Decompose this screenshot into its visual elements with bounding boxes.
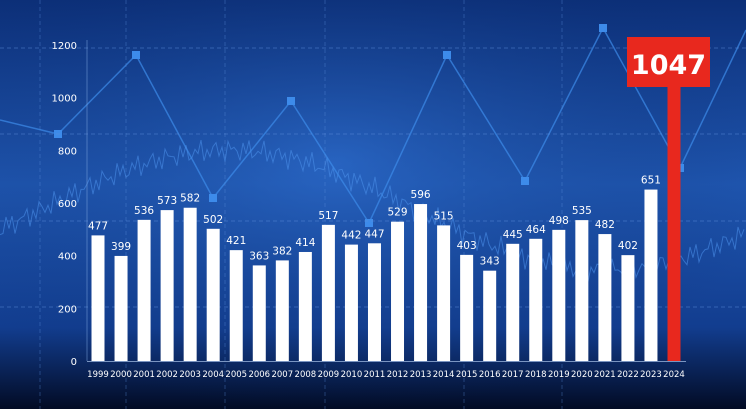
bar-value-label: 535 [572, 205, 592, 217]
bar [275, 260, 289, 361]
bar [160, 210, 174, 361]
bar-value-label: 399 [111, 241, 131, 253]
bar [414, 204, 428, 361]
bar-value-label: 582 [180, 193, 200, 205]
bar [437, 225, 451, 361]
bar [114, 255, 128, 361]
x-tick-label: 2002 [156, 370, 178, 380]
y-tick-label: 1200 [52, 41, 77, 52]
y-tick-label: 400 [58, 252, 77, 263]
bar-value-label: 442 [341, 230, 361, 242]
bar [344, 244, 358, 361]
bar-value-label: 573 [157, 195, 177, 207]
bar-value-label: 498 [549, 215, 569, 227]
decorative-marker [365, 219, 373, 227]
y-tick-label: 600 [58, 199, 77, 210]
x-tick-label: 2017 [502, 370, 524, 380]
x-tick-label: 2012 [387, 370, 409, 380]
bar [367, 243, 381, 361]
x-tick-label: 2016 [479, 370, 501, 380]
x-tick-label: 2023 [640, 370, 662, 380]
y-tick-label: 200 [58, 304, 77, 315]
bar-value-label: 536 [134, 205, 154, 217]
bar [206, 228, 220, 361]
bar-value-label: 517 [318, 210, 338, 222]
x-tick-label: 2015 [456, 370, 478, 380]
bar-value-label: 402 [618, 240, 638, 252]
y-tick-label: 1000 [52, 94, 77, 105]
bar-value-label: 596 [411, 189, 431, 201]
bar-value-label: 382 [272, 245, 292, 257]
y-tick-labels: 0 200 400 600 800 1000 1200 [52, 41, 77, 368]
bar [598, 234, 612, 361]
bar-value-label: 403 [457, 240, 477, 252]
bar [252, 265, 266, 361]
highlight-value-label: 1047 [631, 50, 706, 81]
bar [506, 243, 520, 361]
decorative-marker [287, 97, 295, 105]
x-tick-label: 2011 [364, 370, 386, 380]
x-tick-label: 2019 [548, 370, 570, 380]
y-tick-label: 800 [58, 146, 77, 157]
x-tick-label: 2008 [295, 370, 317, 380]
bar [91, 235, 105, 361]
bar [229, 250, 243, 361]
x-tick-label: 2021 [594, 370, 616, 380]
x-tick-label: 2022 [617, 370, 639, 380]
bar [529, 238, 543, 361]
decorative-marker [132, 51, 140, 59]
x-tick-label: 2024 [663, 370, 685, 380]
bar-value-label: 447 [364, 228, 384, 240]
bar-value-label: 515 [434, 210, 454, 222]
decorative-marker [521, 177, 529, 185]
x-tick-label: 2020 [571, 370, 593, 380]
bar-value-label: 502 [203, 214, 223, 226]
x-tick-label: 2014 [433, 370, 455, 380]
bar-value-label: 529 [387, 207, 407, 219]
bar [183, 207, 197, 361]
x-tick-label: 1999 [87, 370, 109, 380]
x-tick-label: 2005 [225, 370, 247, 380]
bar [621, 255, 635, 361]
bar-value-label: 477 [88, 220, 108, 232]
bar-value-label: 421 [226, 235, 246, 247]
bar-value-label: 343 [480, 256, 500, 268]
bar [644, 189, 658, 361]
bar [552, 229, 566, 361]
y-tick-label: 0 [71, 357, 77, 368]
bar [391, 221, 405, 361]
bar-value-label: 482 [595, 219, 615, 231]
bar [575, 220, 589, 361]
x-tick-label: 2006 [248, 370, 270, 380]
bar [460, 254, 474, 361]
bar [137, 219, 151, 361]
bar-value-label: 363 [249, 250, 269, 262]
bar-value-label: 414 [295, 237, 315, 249]
bar-value-label: 464 [526, 224, 546, 236]
decorative-marker [209, 194, 217, 202]
bar [321, 224, 335, 361]
decorative-marker [443, 51, 451, 59]
bar-highlight [667, 87, 681, 361]
bar-value-label: 651 [641, 175, 661, 187]
x-tick-labels: 1999 2000 2001 2002 2003 2004 2005 2006 2007 2008… [87, 370, 685, 380]
highlight-label-box [627, 37, 710, 87]
x-tick-label: 2010 [341, 370, 363, 380]
x-tick-label: 2000 [110, 370, 132, 380]
bar [483, 270, 497, 361]
x-tick-label: 2013 [410, 370, 432, 380]
x-tick-label: 2004 [202, 370, 224, 380]
x-tick-label: 2007 [271, 370, 293, 380]
x-tick-label: 2018 [525, 370, 547, 380]
bar [298, 251, 312, 361]
decorative-marker [599, 24, 607, 32]
bar-value-label: 445 [503, 229, 523, 241]
decorative-noise-line [0, 139, 745, 282]
x-tick-label: 2003 [179, 370, 201, 380]
x-tick-label: 2009 [318, 370, 340, 380]
x-tick-label: 2001 [133, 370, 155, 380]
decorative-marker [54, 130, 62, 138]
